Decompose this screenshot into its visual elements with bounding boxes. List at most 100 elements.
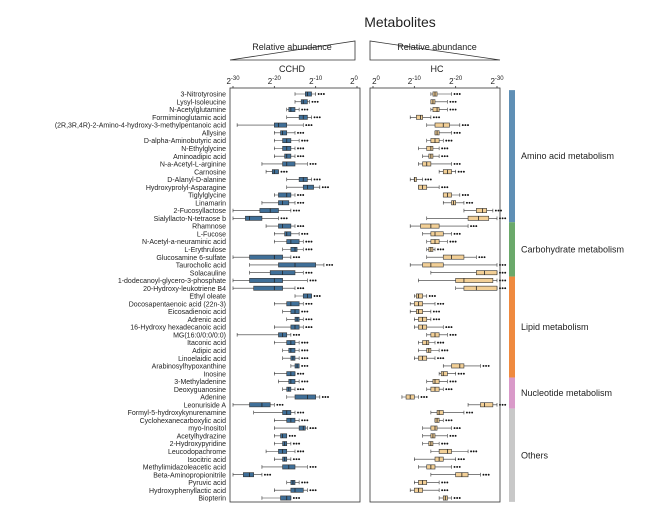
outlier-point bbox=[310, 124, 313, 127]
outlier-point bbox=[306, 349, 309, 352]
outlier-point bbox=[456, 162, 459, 165]
box bbox=[298, 425, 306, 431]
outlier-point bbox=[453, 427, 456, 430]
cchd-box bbox=[274, 192, 305, 198]
cchd-box bbox=[236, 122, 313, 128]
outlier-point bbox=[310, 248, 313, 251]
boxplot-marks bbox=[232, 91, 507, 501]
outlier-point bbox=[307, 302, 310, 305]
box bbox=[294, 394, 316, 400]
metabolite-label: Allysine bbox=[202, 130, 226, 137]
box bbox=[278, 262, 316, 268]
hc-box bbox=[430, 472, 490, 478]
hc-box bbox=[442, 192, 469, 198]
outlier-point bbox=[312, 465, 314, 468]
outlier-point bbox=[454, 240, 457, 243]
outlier-point bbox=[278, 403, 281, 406]
outlier-point bbox=[445, 388, 448, 391]
outlier-point bbox=[453, 131, 456, 134]
outlier-point bbox=[483, 256, 486, 259]
outlier-point bbox=[303, 419, 306, 422]
outlier-point bbox=[305, 271, 308, 274]
box bbox=[430, 425, 438, 431]
outlier-point bbox=[438, 116, 441, 119]
outlier-point bbox=[301, 481, 304, 484]
outlier-point bbox=[299, 155, 302, 158]
hc-box bbox=[409, 114, 441, 120]
cchd-box bbox=[232, 215, 288, 221]
metabolite-label: 16-Hydroxy hexadecanoic acid bbox=[130, 325, 226, 332]
metabolite-label: Hydroxyprolyl-Asparagine bbox=[146, 185, 226, 192]
outlier-point bbox=[297, 131, 299, 134]
cchd-abundance-triangle bbox=[229, 40, 356, 61]
outlier-point bbox=[301, 232, 304, 235]
outlier-point bbox=[458, 427, 461, 430]
cchd-box bbox=[253, 410, 305, 415]
outlier-point bbox=[482, 364, 485, 367]
outlier-point bbox=[437, 341, 439, 344]
outlier-point bbox=[327, 396, 329, 398]
outlier-point bbox=[470, 450, 473, 453]
metabolite-label: N-Acetyl-a-neuraminic acid bbox=[142, 239, 226, 246]
outlier-point bbox=[454, 108, 457, 111]
outlier-point bbox=[314, 427, 317, 430]
cchd-box bbox=[274, 340, 309, 346]
metabolite-label: Adipic acid bbox=[192, 348, 226, 355]
outlier-point bbox=[313, 295, 316, 297]
outlier-point bbox=[302, 450, 305, 453]
outlier-point bbox=[452, 100, 454, 103]
outlier-point bbox=[465, 201, 468, 204]
outlier-point bbox=[453, 465, 456, 468]
box bbox=[463, 285, 498, 291]
outlier-point bbox=[445, 419, 448, 422]
outlier-point bbox=[450, 139, 453, 142]
box bbox=[286, 301, 300, 307]
hc-box bbox=[409, 262, 507, 268]
outlier-point bbox=[298, 256, 301, 259]
outlier-point bbox=[456, 427, 459, 430]
outlier-point bbox=[446, 155, 449, 158]
outlier-point bbox=[425, 396, 428, 398]
outlier-point bbox=[309, 162, 312, 165]
metabolite-label: MG(16:0/0:0/0:0) bbox=[173, 332, 226, 339]
outlier-point bbox=[292, 458, 295, 461]
metabolite-label: 3-Nitrotyrosine bbox=[180, 92, 226, 99]
cchd-box bbox=[261, 464, 317, 470]
box bbox=[274, 122, 288, 128]
outlier-point bbox=[306, 380, 309, 383]
hc-box bbox=[430, 270, 507, 276]
outlier-point bbox=[305, 240, 308, 243]
metabolite-label: D-alpha-Aminobutyric acid bbox=[144, 138, 226, 145]
hc-box bbox=[442, 200, 474, 206]
metabolite-label: Hydroxyphenyllactic acid bbox=[149, 488, 226, 495]
outlier-point bbox=[306, 419, 309, 422]
outlier-point bbox=[320, 93, 323, 95]
outlier-point bbox=[276, 403, 279, 406]
cchd-box bbox=[232, 285, 305, 291]
outlier-point bbox=[303, 232, 306, 235]
outlier-point bbox=[446, 186, 449, 189]
metabolite-label: Biopterin bbox=[198, 496, 226, 503]
outlier-point bbox=[456, 131, 459, 134]
outlier-point bbox=[302, 194, 305, 196]
metabolite-label: Acetylhydrazine bbox=[177, 433, 227, 440]
outlier-point bbox=[482, 473, 485, 476]
outlier-point bbox=[461, 194, 464, 196]
outlier-point bbox=[456, 93, 459, 95]
outlier-point bbox=[437, 357, 439, 360]
outlier-point bbox=[292, 256, 295, 259]
cchd-box bbox=[294, 99, 319, 105]
box bbox=[286, 239, 300, 245]
cchd-box bbox=[282, 355, 309, 361]
outlier-point bbox=[307, 326, 310, 329]
outlier-point bbox=[472, 450, 475, 453]
hc-box bbox=[422, 153, 449, 159]
outlier-point bbox=[443, 349, 446, 352]
outlier-point bbox=[485, 473, 488, 476]
box bbox=[476, 208, 487, 213]
outlier-point bbox=[295, 442, 298, 445]
outlier-point bbox=[452, 333, 454, 336]
cchd-box bbox=[232, 208, 301, 213]
metabolite-label: Methylimidazoleacetic acid bbox=[143, 465, 226, 472]
